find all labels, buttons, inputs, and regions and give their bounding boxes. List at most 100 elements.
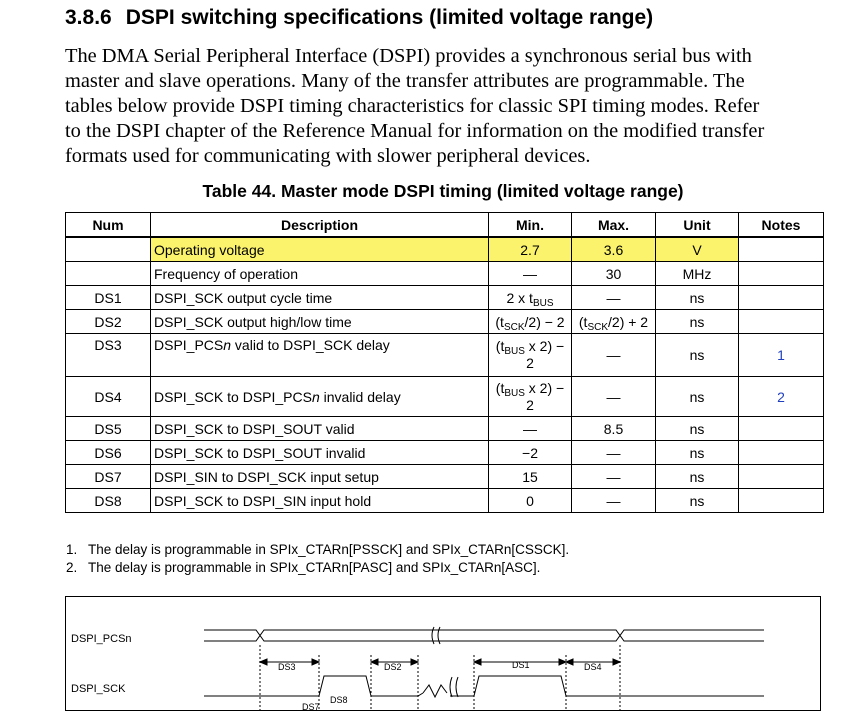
footnote-link-2[interactable]: 2 xyxy=(738,376,824,417)
header-num: Num xyxy=(65,212,151,238)
table-row: DS2 DSPI_SCK output high/low time (tSCK/… xyxy=(65,309,824,334)
section-title: DSPI switching specifications (limited v… xyxy=(125,6,654,29)
break-mark-sck xyxy=(422,676,459,699)
cell-unit: ns xyxy=(655,440,739,465)
cell-description: Frequency of operation xyxy=(150,261,489,286)
cell-num: DS5 xyxy=(65,416,151,441)
cell-min: — xyxy=(488,416,572,441)
cell-num xyxy=(65,236,151,262)
cell-num: DS6 xyxy=(65,440,151,465)
timing-diagram: DSPI_PCSn DSPI_SCK xyxy=(65,596,821,711)
header-min: Min. xyxy=(488,212,572,238)
guide-lines xyxy=(259,645,621,710)
cell-unit: ns xyxy=(655,376,739,417)
cell-unit: ns xyxy=(655,285,739,310)
cell-description: DSPI_SCK to DSPI_SOUT invalid xyxy=(150,440,489,465)
tag-ds2: DS2 xyxy=(384,662,402,672)
footnote-2: 2. The delay is programmable in SPIx_CTAR… xyxy=(66,560,541,575)
cell-max: 3.6 xyxy=(571,236,656,262)
section-heading: 3.8.6 DSPI switching specifications (limi… xyxy=(65,6,653,30)
cell-num xyxy=(65,261,151,286)
cell-max: — xyxy=(571,285,656,310)
timing-diagram-svg: DSPI_PCSn DSPI_SCK xyxy=(71,626,764,711)
cell-notes xyxy=(738,464,824,489)
cell-min: −2 xyxy=(488,440,572,465)
cell-unit: MHz xyxy=(655,261,739,286)
cell-num: DS2 xyxy=(65,309,151,334)
signal-label-sck: DSPI_SCK xyxy=(71,683,126,695)
cell-num: DS1 xyxy=(65,285,151,310)
cell-description: DSPI_SCK to DSPI_SOUT valid xyxy=(150,416,489,441)
cell-max: — xyxy=(571,376,656,417)
cell-num: DS8 xyxy=(65,488,151,513)
cell-min: 15 xyxy=(488,464,572,489)
cell-notes xyxy=(738,285,824,310)
tag-ds1: DS1 xyxy=(512,660,530,670)
cell-max: — xyxy=(571,333,656,377)
table-caption: Table 44. Master mode DSPI timing (limit… xyxy=(202,181,684,201)
table-row: DS8 DSPI_SCK to DSPI_SIN input hold 0 — … xyxy=(65,488,824,513)
section-number: 3.8.6 xyxy=(65,6,112,29)
tag-ds4: DS4 xyxy=(584,662,602,672)
pcs-waveform xyxy=(204,629,764,642)
cell-max: — xyxy=(571,464,656,489)
cell-notes xyxy=(738,488,824,513)
cell-min: (tBUS x 2) −2 xyxy=(488,333,572,377)
cell-unit: ns xyxy=(655,464,739,489)
cell-min: (tSCK/2) − 2 xyxy=(488,309,572,334)
cell-max: 8.5 xyxy=(571,416,656,441)
header-max: Max. xyxy=(571,212,656,238)
sck-waveform xyxy=(204,675,764,697)
break-mark-pcs xyxy=(431,626,441,645)
cell-min: (tBUS x 2) −2 xyxy=(488,376,572,417)
tag-ds3: DS3 xyxy=(278,662,296,672)
cell-description: DSPI_SCK output cycle time xyxy=(150,285,489,310)
cell-num: DS4 xyxy=(65,376,151,417)
cell-description: DSPI_SCK to DSPI_SIN input hold xyxy=(150,488,489,513)
cell-notes xyxy=(738,309,824,334)
cell-description: DSPI_SIN to DSPI_SCK input setup xyxy=(150,464,489,489)
tag-ds7: DS7 xyxy=(302,702,320,711)
table-row: DS1 DSPI_SCK output cycle time 2 x tBUS … xyxy=(65,285,824,310)
intro-line: The DMA Serial Peripheral Interface (DSP… xyxy=(65,45,752,67)
table-row: DS7 DSPI_SIN to DSPI_SCK input setup 15 … xyxy=(65,464,824,489)
cell-min: 0 xyxy=(488,488,572,513)
intro-line: tables below provide DSPI timing charact… xyxy=(65,95,760,117)
table-row: Frequency of operation — 30 MHz xyxy=(65,261,824,286)
footnote-1: 1. The delay is programmable in SPIx_CTAR… xyxy=(66,542,570,557)
table-row: DS5 DSPI_SCK to DSPI_SOUT valid — 8.5 ns xyxy=(65,416,824,441)
cell-min: 2 x tBUS xyxy=(488,285,572,310)
cell-num: DS3 xyxy=(65,333,151,377)
cell-unit: ns xyxy=(655,416,739,441)
cell-max: — xyxy=(571,440,656,465)
intro-line: master and slave operations. Many of the… xyxy=(65,70,745,92)
cell-unit: ns xyxy=(655,309,739,334)
table-row: DS6 DSPI_SCK to DSPI_SOUT invalid −2 — n… xyxy=(65,440,824,465)
cell-notes xyxy=(738,236,824,262)
intro-paragraph: The DMA Serial Peripheral Interface (DSP… xyxy=(65,44,845,169)
cell-description: DSPI_SCK to DSPI_PCSn invalid delay xyxy=(150,376,489,417)
cell-notes xyxy=(738,261,824,286)
cell-description: DSPI_SCK output high/low time xyxy=(150,309,489,334)
header-unit: Unit xyxy=(655,212,739,238)
cell-notes xyxy=(738,440,824,465)
cell-max: 30 xyxy=(571,261,656,286)
cell-max: — xyxy=(571,488,656,513)
cell-min: 2.7 xyxy=(488,236,572,262)
header-notes: Notes xyxy=(738,212,824,238)
intro-line: to the DSPI chapter of the Reference Man… xyxy=(65,120,765,142)
cell-description: Operating voltage xyxy=(150,236,489,262)
cell-unit: ns xyxy=(655,488,739,513)
cell-description: DSPI_PCSn valid to DSPI_SCK delay xyxy=(150,333,489,377)
signal-label-pcs: DSPI_PCSn xyxy=(71,633,132,645)
table-row: DS3 DSPI_PCSn valid to DSPI_SCK delay (t… xyxy=(65,333,824,377)
cell-notes xyxy=(738,416,824,441)
table-header-row: Num Description Min. Max. Unit Notes xyxy=(65,212,824,238)
footnote-link-1[interactable]: 1 xyxy=(738,333,824,377)
timing-table: Num Description Min. Max. Unit Notes Ope… xyxy=(65,212,824,513)
intro-line: formats used for communicating with slow… xyxy=(65,145,591,167)
cell-max: (tSCK/2) + 2 xyxy=(571,309,656,334)
timing-arrows xyxy=(258,658,622,666)
tag-ds8: DS8 xyxy=(330,695,348,705)
cell-num: DS7 xyxy=(65,464,151,489)
